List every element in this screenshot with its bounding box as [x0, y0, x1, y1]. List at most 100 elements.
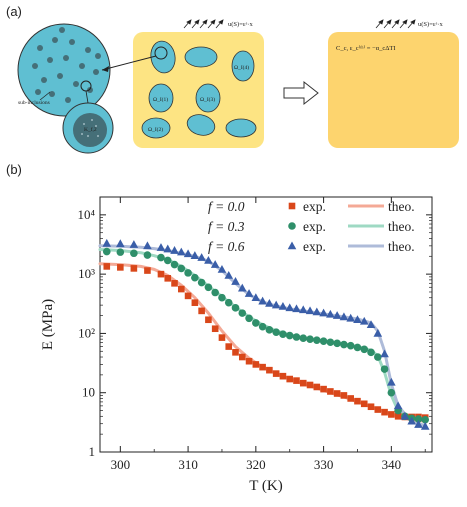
exp-point-0	[245, 357, 253, 365]
legend-name-2: f = 0.6	[208, 239, 245, 254]
inner-particles	[81, 119, 99, 137]
exp-point-1	[231, 304, 240, 312]
exp-point-1	[102, 247, 111, 256]
exp-point-0	[252, 361, 260, 368]
exp-point-1	[279, 330, 287, 339]
exp-point-2	[102, 238, 112, 247]
exp-point-0	[144, 267, 151, 274]
exp-point-1	[130, 249, 138, 258]
exp-point-2	[224, 270, 234, 279]
exp-point-1	[360, 345, 369, 354]
exp-point-1	[197, 278, 206, 287]
exp-point-2	[217, 264, 227, 273]
exp-point-0	[313, 383, 321, 391]
exp-point-0	[232, 349, 239, 356]
sub-inclusion-dots	[32, 27, 101, 103]
strain-label-left: u(S)=εᵃ·x	[228, 21, 254, 28]
exp-point-0	[157, 270, 165, 278]
exp-point-2	[387, 377, 396, 386]
exp-point-2	[292, 304, 301, 313]
exp-point-0	[306, 381, 314, 389]
exp-point-1	[143, 251, 152, 259]
exp-point-0	[117, 264, 124, 271]
panel-a-schematic: (a) sub-inclusions K_f,2	[6, 4, 459, 154]
exp-point-2	[380, 349, 389, 358]
exp-point-1	[373, 353, 382, 361]
exp-point-2	[366, 320, 376, 329]
homogenized-equation: C_c, ε_c⁽ᵗʰ⁾ = −α_cΔTI	[336, 44, 396, 52]
exp-point-2	[244, 289, 254, 297]
exp-point-1	[387, 388, 396, 397]
exp-point-2	[251, 293, 261, 302]
exp-point-1	[184, 269, 192, 277]
exp-point-1	[204, 283, 213, 292]
exp-point-0	[191, 299, 199, 306]
panel-a-label: (a)	[6, 4, 22, 19]
exp-point-2	[210, 260, 220, 268]
exp-point-2	[359, 316, 369, 325]
selected-inclusion-marker	[154, 46, 168, 60]
exp-point-2	[204, 255, 213, 264]
omega-label-4: Ω_I(4)	[234, 64, 249, 71]
exp-point-0	[164, 275, 172, 282]
strain-arrows-left	[183, 19, 224, 29]
exp-point-2	[231, 277, 240, 285]
legend-exp-label-2: exp.	[303, 239, 326, 254]
exp-point-0	[320, 385, 327, 393]
y-tick-label-1: 1	[89, 444, 96, 459]
exp-point-0	[388, 411, 395, 418]
transition-arrow	[283, 80, 319, 106]
exp-point-0	[293, 377, 300, 384]
exp-point-2	[197, 253, 206, 261]
exp-point-1	[252, 319, 260, 327]
exp-point-0	[198, 307, 205, 315]
x-tick-label-300: 300	[111, 457, 131, 472]
exp-point-2	[353, 315, 362, 324]
exp-point-1	[285, 331, 294, 340]
x-tick-label-310: 310	[178, 457, 198, 472]
sub-inclusions-leader	[39, 91, 51, 101]
exp-point-2	[278, 301, 288, 310]
exp-point-2	[305, 306, 315, 315]
zoom-arrow	[101, 55, 157, 71]
exp-point-1	[177, 264, 186, 273]
exp-point-2	[339, 312, 349, 321]
exp-point-2	[177, 247, 186, 256]
legend-marker-1	[288, 222, 296, 230]
exp-point-2	[156, 243, 166, 251]
legend-exp-label-1: exp.	[303, 219, 326, 234]
x-tick-label-320: 320	[246, 457, 266, 472]
exp-point-2	[170, 246, 179, 254]
exp-point-1	[170, 260, 179, 269]
exp-point-1	[218, 293, 226, 302]
exp-point-0	[211, 325, 219, 333]
exp-point-2	[190, 251, 200, 259]
x-tick-label-330: 330	[314, 457, 334, 472]
legend-marker-0	[288, 202, 296, 210]
exp-point-0	[279, 372, 287, 380]
exp-point-2	[285, 303, 295, 312]
exp-point-0	[259, 363, 266, 371]
exp-point-1	[211, 288, 219, 297]
legend-name-1: f = 0.3	[208, 219, 245, 234]
ellipse-inclusions	[141, 40, 257, 139]
sub-inclusions-label: sub-inclusions	[18, 100, 50, 106]
y-tick-label-1000: 10³	[78, 266, 95, 281]
x-tick-label-340: 340	[382, 457, 402, 472]
omega-label-1: Ω_I(1)	[153, 96, 168, 103]
exp-point-2	[420, 421, 430, 430]
exp-point-1	[163, 256, 172, 265]
exp-point-0	[367, 403, 375, 411]
y-tick-label-10000: 10⁴	[77, 207, 95, 222]
legend-theo-label-2: theo.	[388, 239, 415, 254]
exp-point-1	[380, 365, 389, 373]
x-axis-label: T (K)	[249, 478, 282, 494]
exp-point-1	[292, 333, 301, 341]
exp-point-1	[306, 335, 314, 343]
theory-curve-0	[98, 262, 427, 423]
exp-point-0	[238, 353, 246, 361]
legend-exp-label-0: exp.	[303, 199, 326, 214]
exp-point-2	[407, 416, 416, 425]
exp-point-0	[299, 379, 307, 387]
